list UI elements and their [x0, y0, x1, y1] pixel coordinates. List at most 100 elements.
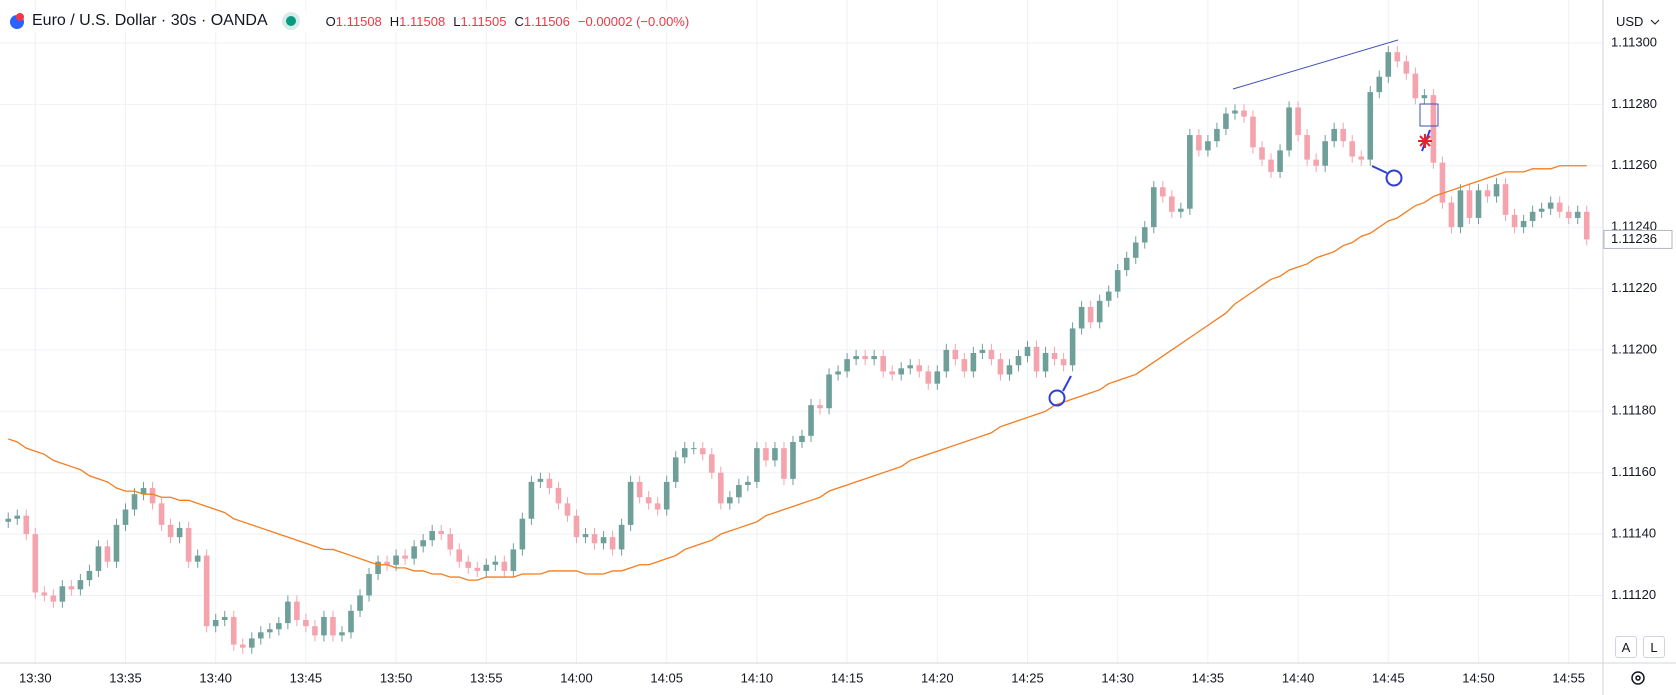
x-tick-label: 14:05 — [650, 670, 683, 685]
candle-body — [86, 570, 93, 581]
log-scale-button[interactable]: L — [1643, 636, 1665, 658]
candle-body — [654, 503, 661, 510]
chevron — [1650, 19, 1660, 25]
candle-body — [925, 371, 932, 384]
candle-body — [1349, 141, 1356, 157]
x-tick-label: 14:30 — [1101, 670, 1134, 685]
candle-body — [1457, 190, 1464, 228]
y-tick-label: 1.11300 — [1611, 34, 1657, 49]
candle-body — [1583, 211, 1590, 240]
candle-body — [952, 349, 959, 360]
candle-body — [1141, 227, 1148, 243]
y-tick-label: 1.11240 — [1611, 219, 1657, 234]
x-tick-label: 14:20 — [921, 670, 954, 685]
candle-body — [420, 540, 426, 547]
candle-body — [790, 442, 796, 479]
candle-body — [699, 448, 706, 455]
candle-body — [718, 472, 724, 504]
candle-body — [1574, 211, 1581, 218]
price-axis-bg — [1603, 0, 1676, 695]
candle-body — [1132, 242, 1139, 258]
candle-body — [645, 497, 652, 504]
candle-body — [943, 349, 950, 372]
candle-body — [1493, 184, 1500, 197]
candle-body — [1169, 196, 1175, 212]
candle-body — [772, 448, 778, 461]
drawings — [1048, 39, 1439, 407]
x-tick-label: 14:55 — [1552, 670, 1585, 685]
candle-body — [1502, 184, 1509, 215]
ohlc-key: L — [453, 13, 461, 29]
candle-body — [1331, 128, 1337, 142]
ohlc-value: 1.11506 — [523, 13, 570, 29]
x-tick-label: 13:45 — [290, 670, 323, 685]
candle-body — [447, 534, 454, 550]
x-tick-label: 13:40 — [199, 670, 232, 685]
candle-body — [1295, 107, 1301, 136]
candle-body — [59, 586, 66, 602]
axes: 1.11120 1.11140 1.11160 1.11180 1.11200 1.112… — [19, 34, 1673, 685]
candle-body — [104, 546, 111, 562]
candle-body — [276, 623, 282, 630]
candle-body — [158, 503, 165, 525]
candle-body — [366, 573, 372, 596]
button-label: L — [1650, 639, 1658, 655]
candle-body — [167, 524, 174, 538]
x-tick-label: 14:50 — [1462, 670, 1495, 685]
settings-icon[interactable] — [1631, 671, 1645, 685]
moving-average-line — [8, 165, 1587, 581]
candle-body — [1511, 214, 1518, 228]
candle-body — [375, 561, 381, 574]
candle-body — [285, 601, 291, 624]
y-tick-label: 1.11140 — [1611, 526, 1656, 541]
candle-body — [32, 534, 39, 593]
candle-body — [1313, 159, 1319, 166]
candle-body — [1196, 135, 1202, 151]
candle-body — [727, 497, 733, 504]
candle-body — [1340, 128, 1346, 142]
candle-body — [555, 488, 562, 504]
candle-body — [393, 555, 399, 565]
candle-body — [907, 365, 914, 369]
candle-body — [239, 644, 246, 648]
candle-body — [438, 531, 444, 535]
candle-body — [303, 620, 309, 627]
legend-header: Euro / U.S. Dollar · 30s · OANDA O1.1150… — [8, 10, 690, 32]
x-tick-label: 14:15 — [831, 670, 864, 685]
candle-body — [23, 515, 30, 535]
candle-body — [131, 494, 138, 510]
candle-body — [77, 580, 84, 590]
candle-body — [312, 626, 318, 636]
candle-body — [564, 503, 571, 516]
candle-body — [5, 518, 12, 522]
candle-body — [1123, 257, 1130, 271]
candle-body — [1358, 156, 1365, 160]
candle-body — [1150, 187, 1157, 228]
candle-body — [844, 359, 850, 372]
candle-body — [95, 546, 102, 571]
candle-body — [321, 616, 327, 636]
marker-stem — [1062, 375, 1072, 392]
candle-body — [1412, 73, 1419, 99]
candle-body — [149, 488, 156, 504]
market-status — [285, 16, 296, 26]
auto-scale-button[interactable]: A — [1615, 636, 1637, 658]
candle-body — [41, 592, 48, 596]
symbol-icon — [10, 13, 24, 29]
candle-body — [1556, 202, 1563, 212]
candle-body — [411, 546, 417, 559]
candle-body — [745, 481, 751, 485]
candle-body — [997, 359, 1004, 375]
candle-body — [68, 586, 75, 590]
candle-body — [248, 638, 255, 648]
candle-body — [1250, 116, 1256, 148]
candle-body — [988, 349, 995, 360]
y-tick-label: 1.11160 — [1611, 464, 1656, 479]
currency-selector[interactable]: USD — [1610, 8, 1668, 34]
candle-body — [1087, 306, 1094, 323]
marker-stem — [1371, 165, 1388, 174]
x-tick-label: 14:10 — [741, 670, 774, 685]
candle-body — [1042, 352, 1049, 372]
